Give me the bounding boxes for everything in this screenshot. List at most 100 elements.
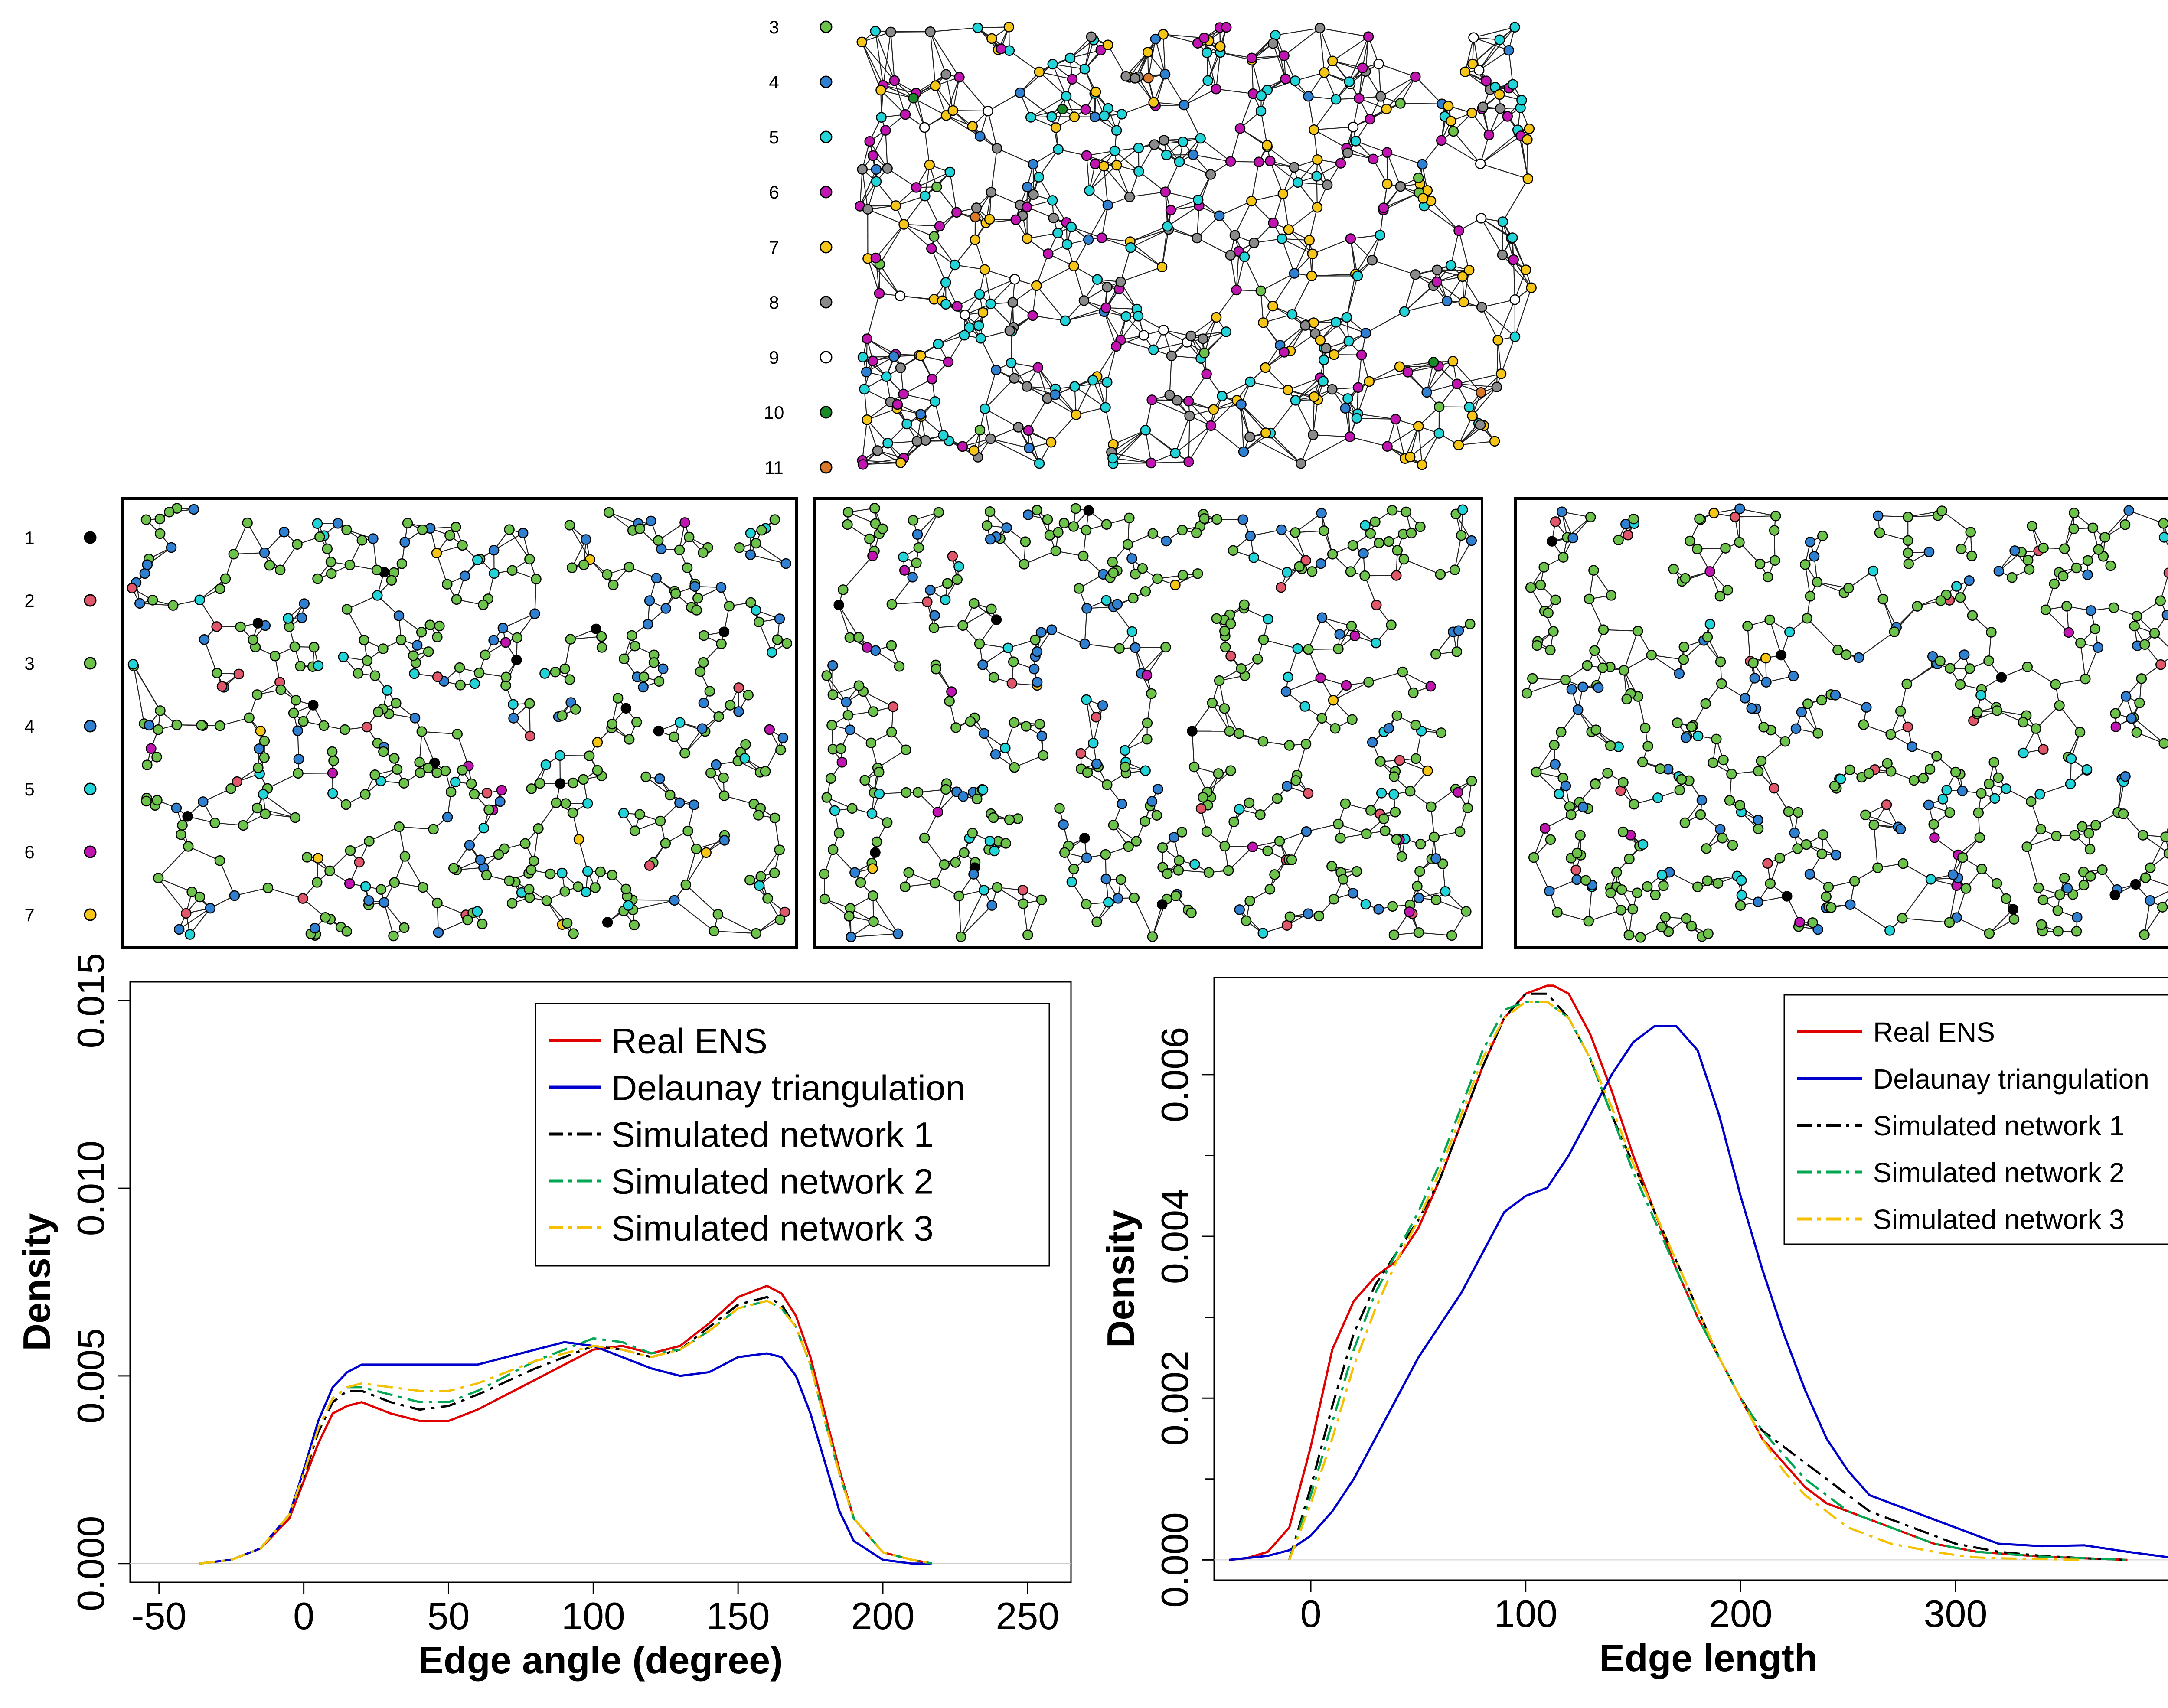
network-node — [1345, 566, 1356, 577]
network-node — [699, 630, 709, 641]
network-edge — [1281, 238, 1295, 274]
network-node — [1161, 150, 1172, 160]
network-node — [495, 796, 506, 807]
network-node — [442, 812, 453, 823]
network-node — [1101, 595, 1112, 606]
network-node — [408, 650, 419, 661]
network-node — [233, 668, 245, 680]
network-edge — [1454, 540, 1472, 570]
network-node — [865, 737, 877, 749]
network-edge — [1039, 71, 1073, 80]
network-node — [1079, 833, 1090, 844]
network-node — [578, 774, 589, 785]
network-node — [1394, 361, 1405, 372]
network-node — [872, 445, 883, 456]
network-edge — [263, 794, 296, 818]
network-node — [1207, 698, 1218, 708]
network-node — [691, 605, 702, 616]
network-node — [1146, 688, 1157, 699]
network-node — [1096, 232, 1107, 244]
network-edge — [1104, 311, 1117, 347]
network-node — [1381, 179, 1393, 189]
network-node — [930, 877, 940, 889]
network-node — [968, 869, 979, 880]
network-node — [951, 207, 962, 218]
network-edge — [1169, 355, 1172, 395]
network-node — [1468, 32, 1479, 43]
network-node — [913, 542, 924, 553]
network-node — [1221, 22, 1232, 33]
network-edge — [1309, 207, 1318, 241]
network-node — [363, 895, 374, 906]
network-node — [875, 85, 886, 96]
network-edge — [1462, 276, 1482, 308]
network-node — [689, 799, 699, 810]
network-node — [1392, 545, 1403, 556]
network-edge — [984, 370, 997, 409]
network-node — [862, 642, 872, 653]
network-edge — [1036, 254, 1049, 286]
network-edge — [1216, 290, 1237, 318]
network-node — [846, 932, 856, 942]
network-node — [1341, 312, 1352, 323]
network-node — [212, 668, 222, 678]
network-edge — [1424, 205, 1459, 231]
network-node — [1497, 216, 1508, 227]
network-node — [448, 863, 459, 874]
network-edge — [1275, 27, 1320, 36]
network-node — [1203, 867, 1215, 878]
network-node — [1189, 859, 1200, 870]
network-edge — [996, 148, 1034, 165]
network-node — [1342, 147, 1353, 158]
network-node — [692, 593, 703, 604]
network-node — [570, 704, 581, 715]
network-edge — [1219, 201, 1252, 216]
network-node — [534, 778, 545, 789]
network-node — [369, 670, 381, 681]
network-node — [984, 506, 996, 517]
network-edge — [916, 172, 950, 188]
network-node — [432, 632, 443, 642]
network-edge — [1332, 36, 1369, 62]
network-node — [1174, 156, 1185, 167]
network-node — [415, 767, 426, 778]
network-edge — [1907, 663, 1938, 685]
network-node — [655, 815, 666, 827]
network-node — [1284, 740, 1295, 751]
network-node — [416, 726, 428, 737]
network-node — [1120, 761, 1131, 773]
network-node — [290, 812, 301, 823]
network-node — [393, 610, 405, 621]
network-node — [480, 649, 491, 660]
network-node — [1195, 803, 1207, 814]
network-edge — [1369, 372, 1408, 382]
network-node — [1351, 866, 1362, 877]
network-node — [1124, 192, 1135, 202]
network-node — [1053, 527, 1064, 538]
network-node — [762, 893, 773, 904]
network-edge — [1557, 912, 1589, 922]
network-node — [255, 725, 266, 737]
network-node — [1101, 519, 1112, 530]
network-node — [1412, 881, 1423, 892]
network-node — [1303, 644, 1314, 655]
network-edge — [990, 303, 1014, 328]
network-node — [960, 310, 970, 320]
network-node — [1213, 768, 1224, 779]
network-node — [867, 150, 878, 161]
network-node — [1231, 284, 1242, 296]
network-node — [1503, 45, 1514, 56]
network-node — [289, 641, 300, 652]
network-node — [399, 922, 410, 933]
network-node — [911, 436, 923, 447]
network-node — [1405, 786, 1416, 797]
network-edge — [890, 32, 895, 81]
network-node — [1526, 282, 1537, 293]
network-edge — [1355, 235, 1381, 274]
network-edge — [867, 258, 880, 294]
network-node — [1507, 232, 1518, 243]
network-node — [1290, 775, 1301, 786]
network-node — [1234, 804, 1245, 815]
